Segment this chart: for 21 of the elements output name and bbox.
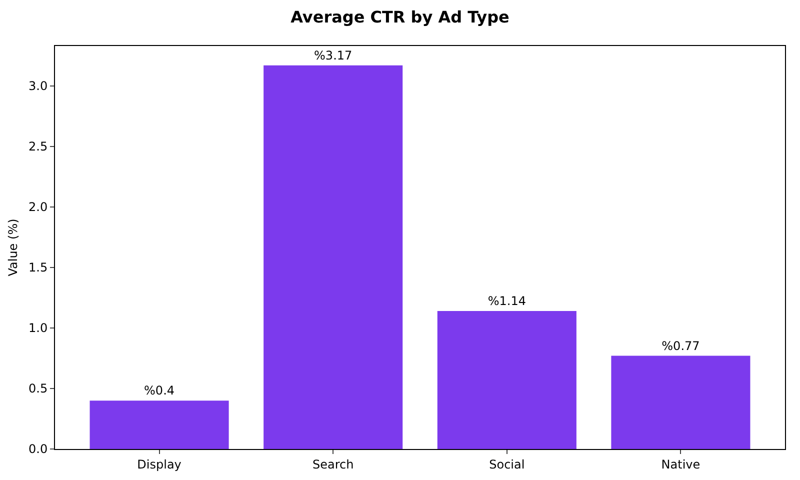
- data-label: %0.4: [144, 384, 175, 398]
- x-tick-label: Social: [489, 457, 525, 472]
- y-tick-label: 1.0: [28, 321, 48, 336]
- data-label: %3.17: [314, 48, 352, 62]
- y-tick-label: 0.0: [28, 442, 48, 456]
- bar: [611, 356, 750, 449]
- x-tick-label: Display: [137, 457, 182, 472]
- y-tick-label: 2.5: [28, 140, 48, 154]
- data-label: %0.77: [662, 338, 700, 353]
- bar: [90, 400, 229, 449]
- chart-title: Average CTR by Ad Type: [290, 7, 510, 26]
- x-tick-label: Native: [661, 457, 700, 472]
- y-tick-label: 3.0: [28, 79, 48, 94]
- bar: [437, 311, 576, 449]
- y-tick-label: 0.5: [28, 382, 48, 396]
- y-tick-label: 2.0: [28, 200, 48, 214]
- bar: [264, 65, 403, 449]
- y-tick-label: 1.5: [28, 260, 48, 275]
- y-axis-title: Value (%): [6, 218, 20, 276]
- x-tick-label: Search: [312, 457, 354, 472]
- data-label: %1.14: [488, 294, 526, 308]
